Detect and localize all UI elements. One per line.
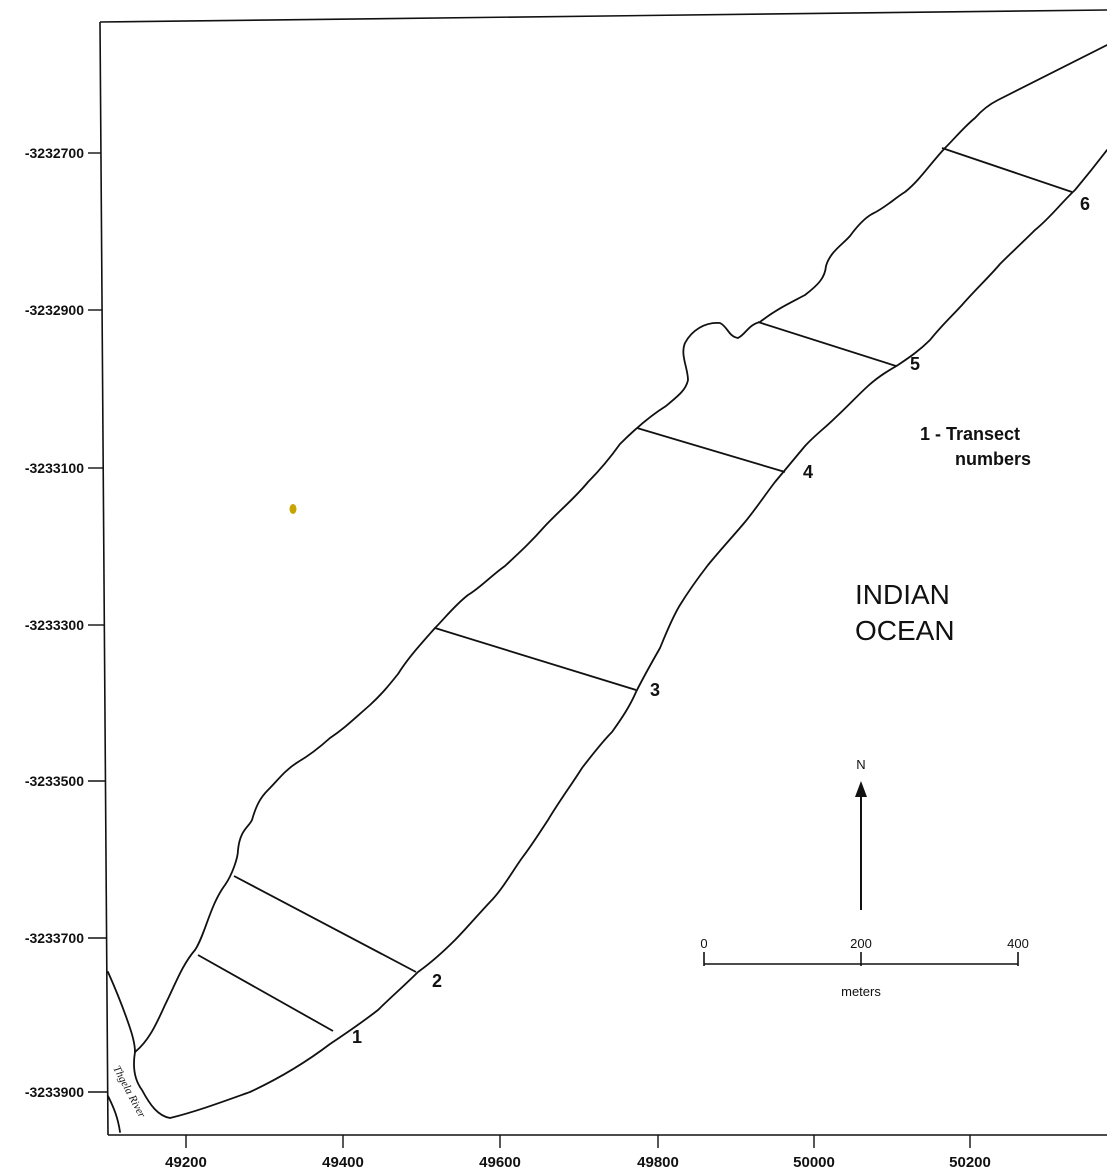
x-tick-label: 49800 [637,1154,679,1171]
y-tick-label: -3232700 [25,145,84,161]
x-tick-label: 49600 [479,1154,521,1171]
north-arrow-head [855,781,867,797]
transect-line-4 [636,427,786,473]
scale-bar-label: 0 [700,936,707,951]
transect-line-2 [233,875,417,973]
ocean-label: INDIAN OCEAN [855,579,955,646]
top-border-line [99,9,1107,23]
axis-frame [99,9,1107,1136]
shoreline-line [133,149,1107,1119]
north-arrow: N [855,757,867,910]
scale-bar-unit: meters [841,984,881,999]
transect-line-1 [197,954,334,1032]
x-tick-label: 50000 [793,1154,835,1171]
transect-line-5 [757,321,897,367]
y-tick-marks [88,152,108,1093]
transect-label-3: 3 [650,680,660,700]
transect-label-6: 6 [1080,194,1090,214]
transect-line-6 [941,147,1073,193]
legend-line-2: numbers [955,449,1031,469]
x-tick-marks [185,1135,971,1148]
inland-boundary-line [134,44,1107,1053]
ocean-label-line-1: INDIAN [855,579,950,610]
river-bank-line [107,1095,121,1133]
y-tick-label: -3233700 [25,930,84,946]
x-tick-label: 49400 [322,1154,364,1171]
transect-label-2: 2 [432,971,442,991]
coastline [107,44,1107,1133]
location-marker [289,504,297,514]
y-tick-label: -3232900 [25,302,84,318]
y-tick-label: -3233500 [25,773,84,789]
transect-line-3 [434,627,637,691]
scale-bar-labels: 0 200 400 meters [700,936,1028,999]
y-tick-label: -3233100 [25,460,84,476]
y-tick-label: -3233300 [25,617,84,633]
scale-bar-label: 200 [850,936,872,951]
transect-label-4: 4 [803,462,813,482]
x-tick-labels: 49200 49400 49600 49800 50000 50200 [165,1154,991,1171]
ocean-label-line-2: OCEAN [855,615,955,646]
transect-lines [197,147,1073,1032]
transect-label-5: 5 [910,354,920,374]
y-axis-line [99,21,109,1136]
legend-line-1: 1 - Transect [920,424,1020,444]
transect-label-1: 1 [352,1027,362,1047]
scale-bar [703,952,1019,966]
legend: 1 - Transect numbers [920,424,1031,469]
y-tick-labels: -3232700 -3232900 -3233100 -3233300 -323… [25,145,84,1100]
transect-labels: 1 2 3 4 5 6 [352,194,1090,1047]
x-tick-label: 49200 [165,1154,207,1171]
scale-bar-label: 400 [1007,936,1029,951]
x-tick-label: 50200 [949,1154,991,1171]
river-bank-line [107,971,136,1053]
north-label: N [856,757,865,772]
y-tick-label: -3233900 [25,1084,84,1100]
